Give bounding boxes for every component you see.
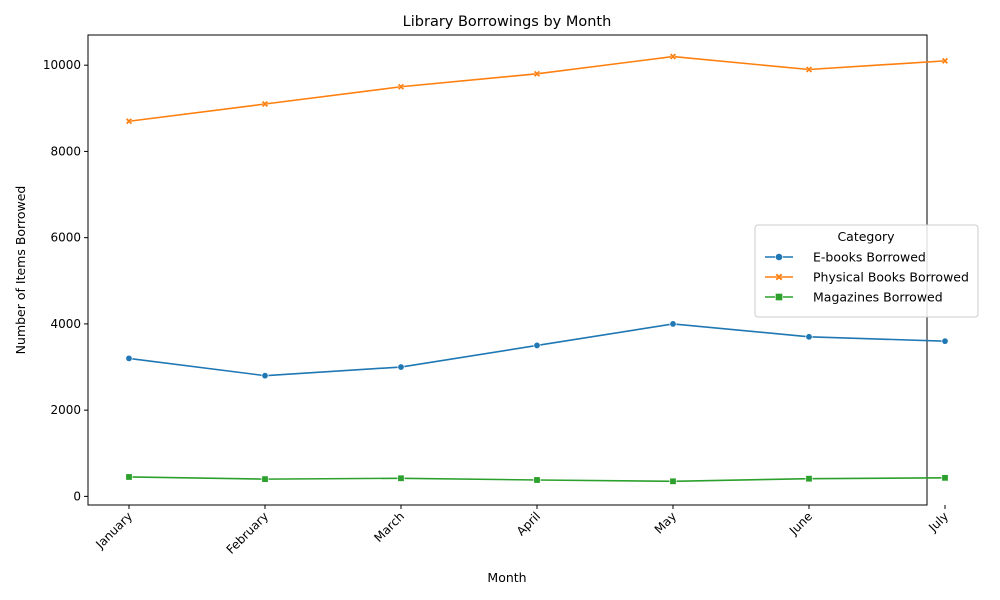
x-axis: January February March April May June July — [92, 505, 951, 557]
data-point — [805, 66, 813, 73]
legend-item: Physical Books Borrowed — [765, 270, 969, 285]
data-point — [669, 477, 677, 485]
data-point — [941, 57, 949, 65]
data-point — [397, 83, 405, 91]
chart-title: Library Borrowings by Month — [403, 14, 612, 30]
legend-box — [754, 224, 979, 318]
data-point — [533, 70, 541, 78]
data-point — [125, 473, 133, 481]
y-axis: 0 2000 4000 6000 8000 10000 — [43, 58, 88, 503]
legend-item: Magazines Borrowed — [765, 290, 943, 305]
data-point — [397, 363, 405, 371]
legend: Category E-books Borrowed Physical Books … — [754, 224, 979, 318]
x-tick-label: May — [652, 509, 679, 536]
y-tick-label: 4000 — [50, 317, 81, 331]
y-tick-label: 8000 — [50, 144, 81, 158]
series-line — [128, 55, 946, 123]
x-tick-label: July — [925, 509, 951, 535]
data-point — [261, 475, 269, 483]
data-point — [669, 53, 677, 61]
y-tick-label: 10000 — [43, 58, 81, 72]
legend-label: E-books Borrowed — [813, 250, 926, 265]
data-point — [397, 474, 405, 482]
series-line — [128, 323, 946, 377]
y-axis-label: Number of Items Borrowed — [13, 186, 28, 355]
y-tick-label: 0 — [73, 489, 81, 503]
data-point — [941, 474, 949, 482]
x-axis-label: Month — [487, 570, 526, 585]
x-tick-label: March — [371, 509, 407, 545]
x-tick-label: June — [786, 509, 815, 538]
legend-marker — [775, 253, 783, 261]
data-point — [533, 476, 541, 484]
series-2 — [125, 53, 949, 125]
data-point — [805, 475, 813, 483]
data-point — [125, 354, 133, 362]
data-point — [533, 341, 541, 349]
legend-title: Category — [837, 229, 895, 244]
data-point — [125, 117, 133, 125]
data-point — [261, 100, 269, 108]
y-tick-label: 2000 — [50, 403, 81, 417]
legend-label: Magazines Borrowed — [813, 290, 943, 305]
legend-marker — [775, 293, 783, 301]
data-point — [941, 337, 949, 345]
data-point — [669, 320, 677, 328]
series-3 — [125, 473, 949, 485]
x-tick-label: January — [92, 509, 135, 552]
legend-item: E-books Borrowed — [765, 250, 926, 265]
y-tick-label: 6000 — [50, 231, 81, 245]
series-layer — [125, 53, 949, 485]
data-point — [261, 372, 269, 380]
legend-marker — [775, 273, 783, 281]
series-1 — [125, 320, 949, 380]
data-point — [805, 333, 813, 341]
x-tick-label: February — [224, 509, 272, 557]
legend-label: Physical Books Borrowed — [813, 270, 969, 285]
x-tick-label: April — [514, 509, 543, 538]
